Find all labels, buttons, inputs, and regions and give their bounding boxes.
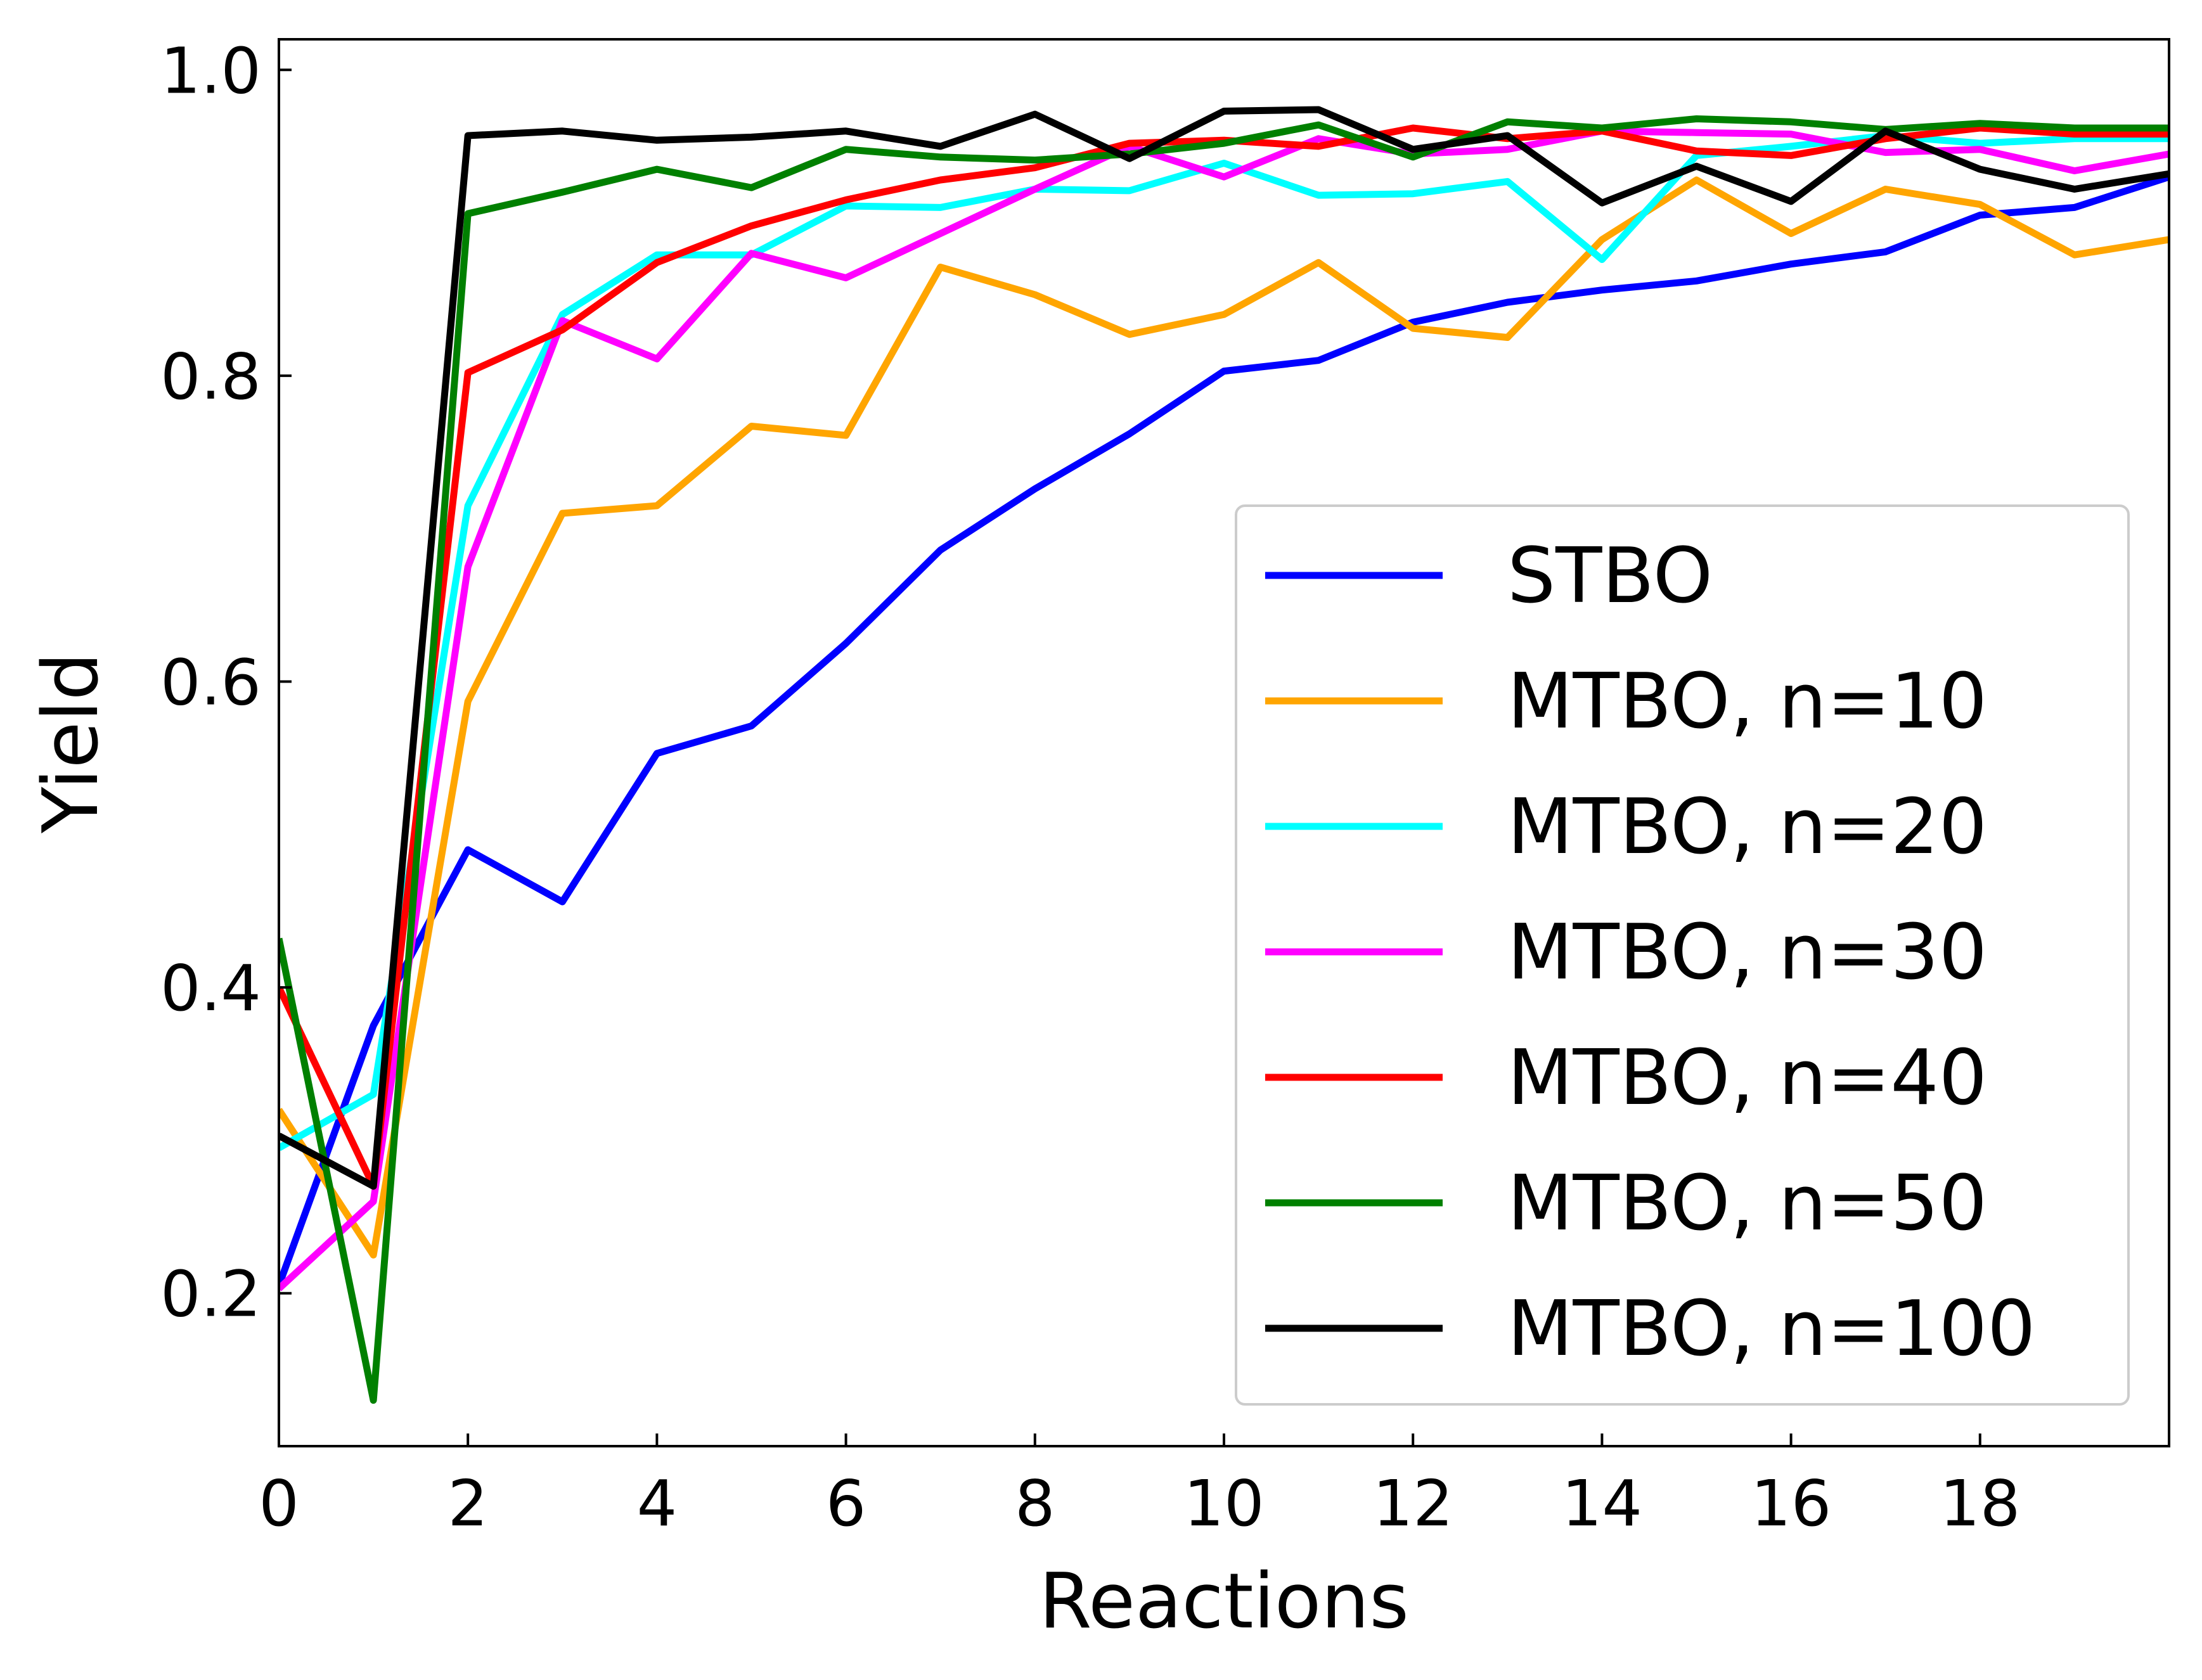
x-tick-label: 16 xyxy=(1751,1466,1831,1541)
series-layer xyxy=(279,106,2169,1404)
y-tick-label: 1.0 xyxy=(160,34,261,108)
legend-label: MTBO, n=20 xyxy=(1507,783,1987,871)
legend-item-mtbo-n-30: MTBO, n=30 xyxy=(1265,909,1987,997)
series-line-mtbo-n-10 xyxy=(279,176,2169,1259)
x-tick-label: 10 xyxy=(1183,1466,1264,1541)
legend-label: MTBO, n=40 xyxy=(1507,1034,1987,1122)
series-line-stbo xyxy=(279,173,2169,1287)
legend-label: MTBO, n=50 xyxy=(1507,1160,1987,1248)
x-tick-label: 0 xyxy=(259,1466,299,1541)
legend: STBO MTBO, n=10 MTBO, n=20 MTBO, n=30 MTBO, … xyxy=(1235,504,2130,1406)
y-tick-label: 0.8 xyxy=(160,340,261,414)
x-tick-label: 12 xyxy=(1373,1466,1453,1541)
x-tick-label: 14 xyxy=(1562,1466,1642,1541)
x-tick-label: 18 xyxy=(1940,1466,2020,1541)
legend-label: STBO xyxy=(1507,532,1713,620)
x-axis-ticks: 0 2 4 6 8 10 12 14 16 18 xyxy=(259,1433,2020,1541)
x-tick-label: 2 xyxy=(447,1466,488,1541)
legend-label: MTBO, n=30 xyxy=(1507,909,1987,997)
y-tick-label: 0.6 xyxy=(160,645,261,719)
legend-label: MTBO, n=100 xyxy=(1507,1285,2035,1373)
legend-item-mtbo-n-50: MTBO, n=50 xyxy=(1265,1160,1987,1248)
legend-items: STBO MTBO, n=10 MTBO, n=20 MTBO, n=30 MTBO, … xyxy=(1265,532,2035,1373)
legend-item-mtbo-n-20: MTBO, n=20 xyxy=(1265,783,1987,871)
legend-item-mtbo-n-40: MTBO, n=40 xyxy=(1265,1034,1987,1122)
x-tick-label: 6 xyxy=(826,1466,866,1541)
x-axis-label: Reactions xyxy=(1039,1558,1409,1646)
legend-item-mtbo-n-100: MTBO, n=100 xyxy=(1265,1285,2035,1373)
legend-label: MTBO, n=10 xyxy=(1507,658,1987,746)
series-line-mtbo-n-20 xyxy=(279,132,2169,1151)
series-line-mtbo-n-50 xyxy=(279,115,2169,1404)
y-axis-ticks: 0.2 0.4 0.6 0.8 1.0 xyxy=(160,34,292,1331)
x-tick-label: 8 xyxy=(1015,1466,1055,1541)
legend-box xyxy=(1235,504,2130,1406)
legend-item-stbo: STBO xyxy=(1265,532,1713,620)
x-tick-label: 4 xyxy=(637,1466,678,1541)
y-tick-label: 0.4 xyxy=(160,951,261,1025)
legend-item-mtbo-n-10: MTBO, n=10 xyxy=(1265,658,1987,746)
series-line-mtbo-n-100 xyxy=(279,106,2169,1190)
y-axis-label: Yield xyxy=(27,652,115,834)
y-tick-label: 0.2 xyxy=(160,1257,261,1331)
